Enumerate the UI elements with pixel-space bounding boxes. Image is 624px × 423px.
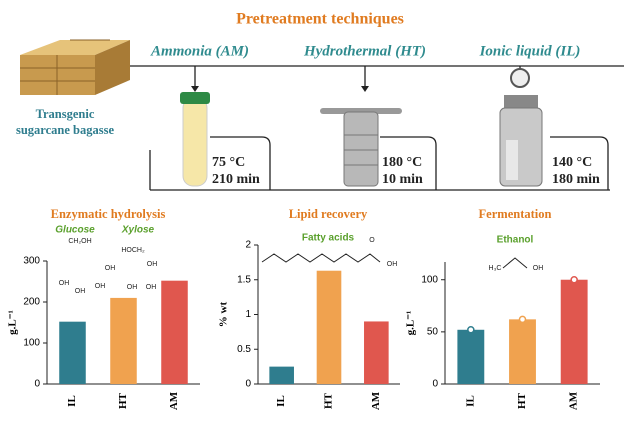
annotation: Xylose — [121, 225, 155, 236]
y-tick-label: 0.5 — [237, 344, 251, 355]
structure-label: OH — [533, 265, 544, 272]
feedstock-label: sugarcane bagasse — [16, 123, 114, 137]
chart-title: Fermentation — [479, 207, 552, 221]
annotation: Fatty acids — [302, 233, 355, 244]
x-tick-label: IL — [464, 395, 476, 407]
condition-time: 210 min — [212, 172, 260, 187]
y-tick-label: 100 — [23, 338, 40, 349]
bar — [457, 329, 485, 384]
structure-label: OH — [127, 284, 138, 291]
bar — [316, 270, 342, 384]
molecule — [261, 253, 381, 263]
bar — [269, 366, 294, 384]
x-tick-label: HT — [117, 392, 129, 409]
structure-label: O — [369, 237, 375, 244]
tube — [180, 92, 210, 187]
structure-label: OH — [75, 288, 86, 295]
structure-label: OH — [95, 283, 106, 290]
technique-label: Hydrothermal (HT) — [303, 43, 426, 59]
bar-marker — [570, 275, 578, 284]
diagram-title: Pretreatment techniques — [236, 11, 404, 28]
x-tick-label: AM — [568, 391, 580, 410]
y-axis-label: g.L⁻¹ — [7, 310, 19, 335]
bar — [509, 319, 536, 384]
x-tick-label: IL — [275, 395, 287, 407]
structure-label: OH — [105, 265, 116, 272]
bar — [364, 321, 389, 384]
structure-label: CH₂OH — [68, 238, 91, 245]
x-tick-label: AM — [370, 391, 382, 410]
x-tick-label: HT — [323, 392, 335, 409]
y-tick-label: 300 — [23, 256, 40, 267]
structure-label: OH — [146, 284, 157, 291]
condition-time: 10 min — [382, 172, 423, 187]
bar — [161, 280, 188, 384]
y-tick-label: 100 — [421, 274, 438, 285]
feedstock-label: Transgenic — [36, 107, 95, 121]
x-tick-label: AM — [168, 391, 180, 410]
chart-title: Lipid recovery — [289, 207, 368, 221]
condition-temperature: 75 °C — [212, 155, 245, 170]
y-tick-label: 2 — [245, 240, 251, 251]
y-tick-label: 0 — [245, 379, 251, 390]
bar — [110, 297, 137, 384]
structure-label: H₃C — [489, 265, 502, 272]
chart-title: Enzymatic hydrolysis — [51, 207, 166, 221]
condition-time: 180 min — [552, 172, 600, 187]
y-tick-label: 200 — [23, 297, 40, 308]
condition-temperature: 140 °C — [552, 155, 592, 170]
y-axis-label: g.L⁻¹ — [405, 311, 417, 336]
reactor — [499, 68, 543, 187]
structure-label: OH — [147, 261, 158, 268]
y-tick-label: 0 — [432, 379, 438, 390]
reactor — [320, 108, 402, 187]
x-tick-label: HT — [516, 392, 528, 409]
molecule — [502, 257, 528, 269]
structure-label: HOCH₂ — [121, 247, 145, 254]
bar — [560, 279, 588, 384]
bar-marker — [467, 326, 475, 334]
technique-label: Ammonia (AM) — [150, 43, 249, 59]
bar — [59, 321, 86, 384]
technique-label: Ionic liquid (IL) — [479, 43, 581, 59]
structure-label: OH — [59, 280, 70, 287]
arrow-heads — [191, 82, 524, 92]
annotation: Glucose — [55, 225, 95, 236]
bagasse-illustration — [20, 39, 130, 95]
bar-marker — [518, 315, 527, 324]
y-tick-label: 1 — [245, 309, 251, 320]
y-tick-label: 50 — [427, 327, 439, 338]
structure-label: OH — [387, 261, 398, 268]
y-tick-label: 1.5 — [237, 274, 251, 285]
annotation: Ethanol — [497, 235, 534, 246]
x-tick-label: IL — [66, 395, 78, 407]
y-axis-label: % wt — [218, 301, 230, 327]
condition-temperature: 180 °C — [382, 155, 422, 170]
y-tick-label: 0 — [34, 379, 40, 390]
